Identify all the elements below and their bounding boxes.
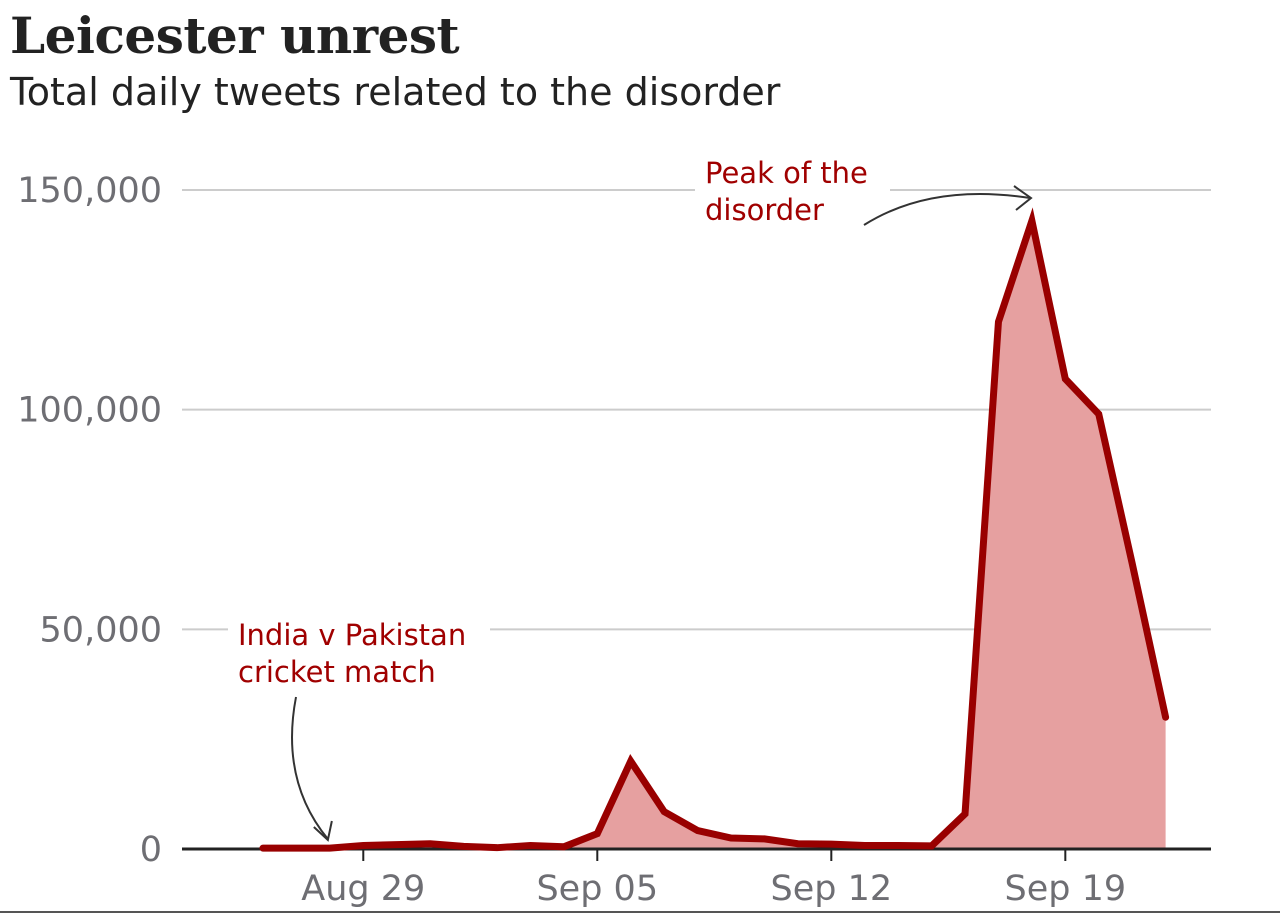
annotation-peak-text: disorder [705, 193, 824, 227]
annotation-arrowhead-peak [1013, 185, 1033, 211]
x-tick-label: Sep 05 [536, 869, 658, 909]
annotation-cricket-text: cricket match [238, 655, 436, 689]
x-tick-label: Sep 12 [770, 869, 892, 909]
chart-title: Leicester unrest [10, 6, 460, 65]
annotation-peak-text: Peak of the [705, 156, 868, 190]
y-tick-label: 0 [140, 830, 162, 870]
bottom-rule [0, 911, 1280, 913]
area-fill [263, 220, 1166, 850]
x-tick-label: Aug 29 [301, 869, 425, 909]
annotation-background [228, 612, 490, 692]
x-tick-label: Sep 19 [1004, 869, 1126, 909]
y-tick-label: 100,000 [17, 391, 162, 431]
annotation-arrow-cricket [290, 696, 329, 840]
annotation-arrowhead-cricket [313, 820, 333, 842]
annotation-cricket-text: India v Pakistan [238, 618, 466, 652]
chart-subtitle: Total daily tweets related to the disord… [10, 70, 781, 114]
series-line [259, 207, 1170, 852]
annotation-arrow-peak [863, 192, 1031, 226]
annotation-background [695, 150, 890, 230]
y-tick-label: 150,000 [17, 171, 162, 211]
y-tick-label: 50,000 [40, 610, 162, 650]
